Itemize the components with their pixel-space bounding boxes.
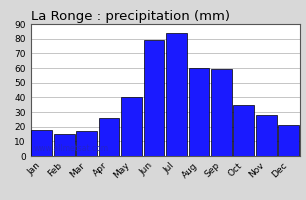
Bar (32, 130, 52, 156)
Bar (278, 125, 299, 156)
Bar (121, 97, 142, 156)
Text: www.allmetsat.com: www.allmetsat.com (33, 144, 108, 153)
Bar (76, 131, 97, 156)
Bar (54, 134, 75, 156)
Bar (188, 68, 209, 156)
Bar (144, 40, 164, 156)
Text: La Ronge : precipitation (mm): La Ronge : precipitation (mm) (31, 10, 230, 23)
Bar (233, 105, 254, 156)
Bar (256, 115, 277, 156)
Bar (166, 33, 187, 156)
Bar (211, 69, 232, 156)
Bar (99, 118, 119, 156)
